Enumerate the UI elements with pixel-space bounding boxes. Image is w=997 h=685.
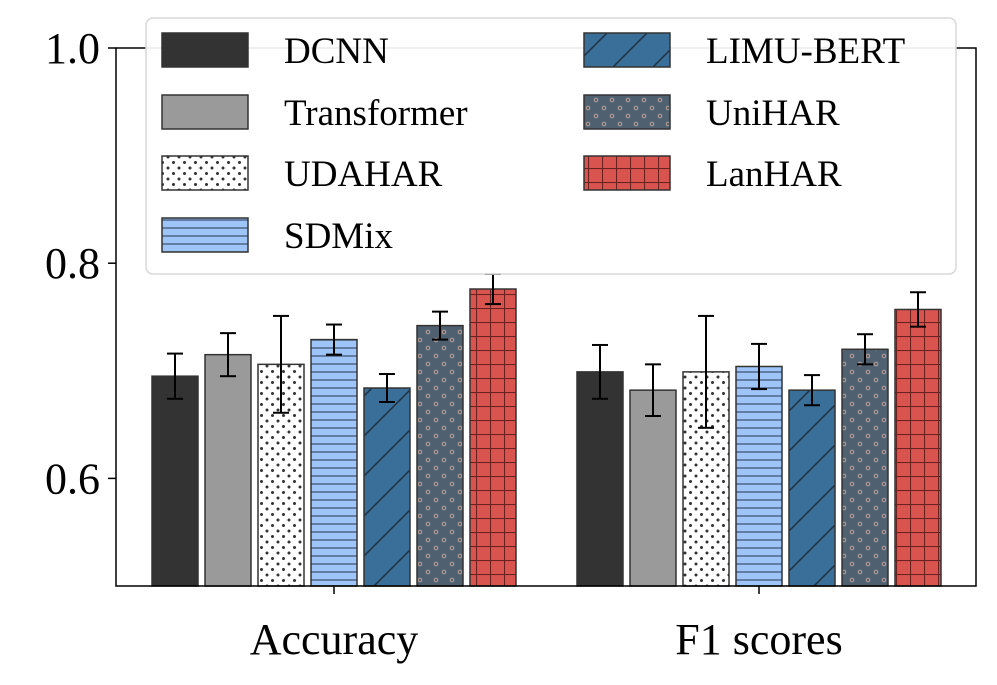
y-tick-label: 0.6 <box>45 454 100 503</box>
legend-label-transformer: Transformer <box>284 93 468 134</box>
legend-item-limu-bert: LIMU-BERT <box>583 31 905 72</box>
legend-swatch-limu-bert <box>583 32 671 68</box>
error-bar-sdmix-f1-scores <box>751 342 767 391</box>
error-bar-dcnn-accuracy <box>167 352 183 400</box>
bar-lanhar-accuracy <box>469 288 517 587</box>
legend-item-transformer: Transformer <box>161 93 468 134</box>
legend-label-sdmix: SDMix <box>284 216 393 257</box>
bar-lanhar-f1-scores <box>894 308 942 587</box>
error-bar-limu-bert-f1-scores <box>804 374 820 407</box>
bar-limu-bert-accuracy <box>363 387 411 587</box>
error-bar-transformer-f1-scores <box>645 363 661 417</box>
bar-unihar-accuracy <box>416 324 464 587</box>
bar-transformer-f1-scores <box>629 389 677 587</box>
legend-item-lanhar: LanHAR <box>583 154 842 195</box>
legend-label-udahar: UDAHAR <box>284 154 443 195</box>
y-tick-label: 1.0 <box>45 24 100 73</box>
error-bar-sdmix-accuracy <box>326 323 342 356</box>
error-bar-unihar-accuracy <box>432 310 448 341</box>
x-axis: Accuracy F1 scores <box>250 586 843 664</box>
bar-transformer-accuracy <box>204 353 252 587</box>
error-bar-dcnn-f1-scores <box>592 343 608 400</box>
bar-sdmix-f1-scores <box>735 365 783 587</box>
error-bar-transformer-accuracy <box>220 332 236 378</box>
bar-dcnn-f1-scores <box>576 371 624 587</box>
bar-unihar-f1-scores <box>841 348 889 587</box>
legend-item-dcnn: DCNN <box>161 31 389 72</box>
error-bar-limu-bert-accuracy <box>379 373 395 404</box>
legend-swatch-unihar <box>583 94 671 130</box>
x-category-label-accuracy: Accuracy <box>250 615 419 664</box>
legend-swatch-dcnn <box>161 32 249 68</box>
y-axis: 0.6 0.8 1.0 <box>45 24 116 503</box>
error-bar-unihar-f1-scores <box>857 333 873 366</box>
error-bar-lanhar-f1-scores <box>910 291 926 328</box>
legend-swatch-lanhar <box>583 155 671 191</box>
legend-swatch-transformer <box>161 94 249 130</box>
bar-limu-bert-f1-scores <box>788 389 836 587</box>
bar-sdmix-accuracy <box>310 338 358 587</box>
y-tick-label: 0.8 <box>45 239 100 288</box>
legend-label-unihar: UniHAR <box>706 93 840 134</box>
legend-item-sdmix: SDMix <box>161 216 393 257</box>
x-category-label-f1-scores: F1 scores <box>675 615 842 664</box>
legend: DCNN Transformer UDAHAR SDMix LIMU-BERT UniHA… <box>145 17 957 275</box>
error-bars-group <box>167 272 926 429</box>
legend-swatch-sdmix <box>161 217 249 253</box>
legend-swatch-udahar <box>161 155 249 191</box>
legend-item-unihar: UniHAR <box>583 93 840 134</box>
legend-label-lanhar: LanHAR <box>706 154 842 195</box>
bar-dcnn-accuracy <box>151 375 199 587</box>
error-bar-udahar-accuracy <box>273 314 289 414</box>
legend-label-limu-bert: LIMU-BERT <box>706 31 905 72</box>
legend-label-dcnn: DCNN <box>284 31 389 72</box>
bars-group <box>151 288 942 587</box>
legend-box <box>145 17 957 275</box>
legend-item-udahar: UDAHAR <box>161 154 443 195</box>
error-bar-udahar-f1-scores <box>698 314 714 429</box>
